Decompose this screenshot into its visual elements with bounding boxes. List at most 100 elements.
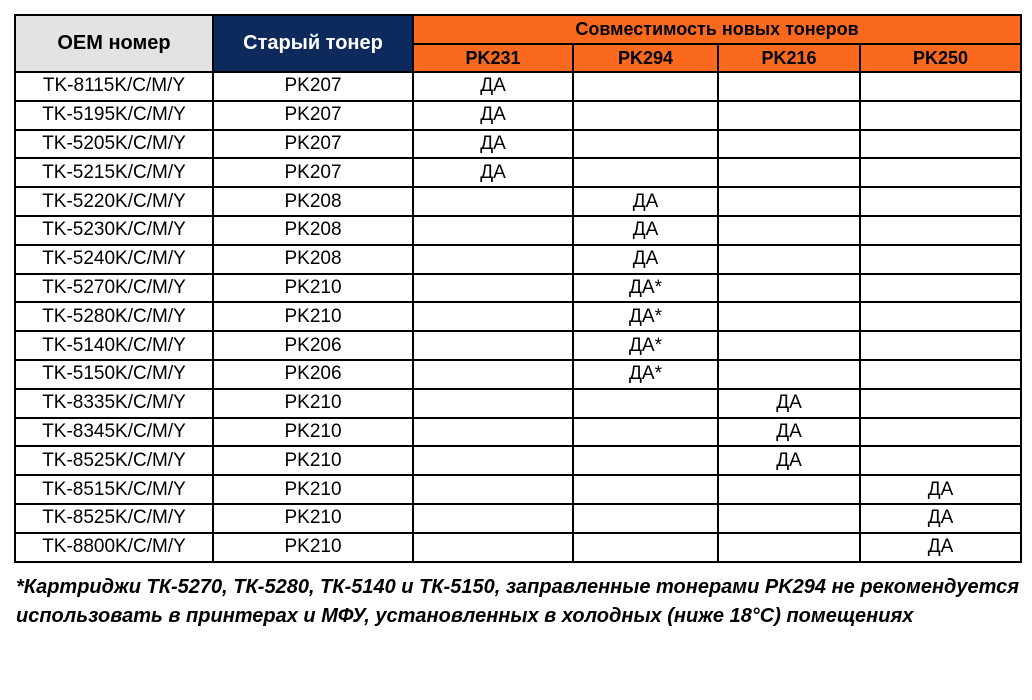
compatibility-table: OEM номер Старый тонер Совместимость нов… — [14, 14, 1023, 563]
oem-cell: TK-5195K/C/M/Y — [14, 99, 214, 131]
compat-cell-pk216 — [717, 214, 861, 246]
table-row: TK-5205K/C/M/Y PK207 ДА — [14, 128, 1023, 160]
table-row: TK-5270K/C/M/Y PK210 ДА* — [14, 272, 1023, 304]
old-toner-cell: PK210 — [212, 531, 414, 563]
table-row: TK-5215K/C/M/Y PK207 ДА — [14, 157, 1023, 189]
compat-cell-pk231: ДА — [412, 99, 574, 131]
compat-cell-pk216 — [717, 531, 861, 563]
table-row: TK-5220K/C/M/Y PK208 ДА — [14, 186, 1023, 217]
compat-cell-pk231 — [412, 301, 574, 333]
col-header-oem: OEM номер — [14, 14, 214, 73]
oem-cell: TK-8115K/C/M/Y — [14, 71, 214, 102]
col-header-pk231: PK231 — [412, 43, 574, 73]
compat-cell-pk250 — [858, 214, 1023, 246]
compat-cell-pk294: ДА* — [572, 272, 719, 304]
compat-cell-pk294 — [572, 416, 719, 448]
compat-cell-pk231 — [412, 502, 574, 534]
compat-cell-pk294 — [572, 71, 719, 102]
compat-cell-pk216 — [717, 157, 861, 189]
old-toner-cell: PK207 — [212, 157, 414, 189]
compat-cell-pk294: ДА* — [572, 330, 719, 361]
compat-cell-pk216 — [717, 358, 861, 390]
oem-cell: TK-5270K/C/M/Y — [14, 272, 214, 304]
compat-cell-pk294 — [572, 387, 719, 419]
old-toner-cell: PK210 — [212, 387, 414, 419]
old-toner-cell: PK210 — [212, 301, 414, 333]
old-toner-cell: PK210 — [212, 445, 414, 477]
compat-cell-pk294: ДА — [572, 214, 719, 246]
compat-cell-pk294 — [572, 502, 719, 534]
old-toner-cell: PK210 — [212, 416, 414, 448]
compat-cell-pk294: ДА* — [572, 301, 719, 333]
compat-cell-pk294: ДА* — [572, 358, 719, 390]
col-header-compatibility-group: Совместимость новых тонеров — [411, 14, 1023, 45]
compat-cell-pk231: ДА — [412, 157, 574, 189]
compat-cell-pk250: ДА — [858, 531, 1023, 563]
compat-cell-pk250 — [858, 330, 1023, 361]
oem-cell: TK-5215K/C/M/Y — [14, 157, 214, 189]
oem-cell: TK-8335K/C/M/Y — [14, 387, 214, 419]
compat-cell-pk231: ДА — [412, 128, 574, 160]
compat-cell-pk294 — [572, 99, 719, 131]
compat-cell-pk250 — [858, 358, 1023, 390]
table-row: TK-8335K/C/M/Y PK210 ДА — [14, 387, 1023, 419]
table-row: TK-8115K/C/M/Y PK207 ДА — [14, 71, 1023, 102]
compat-cell-pk216: ДА — [717, 416, 861, 448]
compat-cell-pk216 — [717, 502, 861, 534]
col-header-pk250: PK250 — [858, 43, 1023, 73]
oem-cell: TK-8515K/C/M/Y — [14, 474, 214, 505]
compat-cell-pk231: ДА — [412, 71, 574, 102]
compat-cell-pk231 — [412, 531, 574, 563]
compat-cell-pk216 — [717, 272, 861, 304]
col-header-pk294: PK294 — [572, 43, 719, 73]
compat-cell-pk250 — [858, 71, 1023, 102]
compat-cell-pk231 — [412, 272, 574, 304]
compat-cell-pk231 — [412, 358, 574, 390]
oem-cell: TK-8800K/C/M/Y — [14, 531, 214, 563]
col-header-old-toner: Старый тонер — [212, 14, 414, 73]
compat-cell-pk294: ДА — [572, 186, 719, 217]
oem-cell: TK-5240K/C/M/Y — [14, 243, 214, 275]
compat-cell-pk250 — [858, 387, 1023, 419]
compat-cell-pk216 — [717, 71, 861, 102]
compat-cell-pk216 — [717, 186, 861, 217]
compat-cell-pk231 — [412, 416, 574, 448]
table-row: TK-5150K/C/M/Y PK206 ДА* — [14, 358, 1023, 390]
compat-cell-pk250 — [858, 128, 1023, 160]
page: OEM номер Старый тонер Совместимость нов… — [14, 14, 1023, 627]
compat-cell-pk250 — [858, 157, 1023, 189]
compat-cell-pk231 — [412, 387, 574, 419]
compat-cell-pk294: ДА — [572, 243, 719, 275]
compat-cell-pk294 — [572, 531, 719, 563]
compat-cell-pk250 — [858, 186, 1023, 217]
oem-cell: TK-5140K/C/M/Y — [14, 330, 214, 361]
oem-cell: TK-5205K/C/M/Y — [14, 128, 214, 160]
compat-cell-pk250: ДА — [858, 502, 1023, 534]
oem-cell: TK-8525K/C/M/Y — [14, 502, 214, 534]
table-body: TK-8115K/C/M/Y PK207 ДА TK-5195K/C/M/Y P… — [14, 71, 1023, 563]
compat-cell-pk216 — [717, 99, 861, 131]
compat-cell-pk216 — [717, 330, 861, 361]
compat-cell-pk216: ДА — [717, 445, 861, 477]
old-toner-cell: PK208 — [212, 186, 414, 217]
compat-cell-pk250 — [858, 301, 1023, 333]
table-row: TK-5240K/C/M/Y PK208 ДА — [14, 243, 1023, 275]
compat-cell-pk250 — [858, 99, 1023, 131]
old-toner-cell: PK206 — [212, 358, 414, 390]
old-toner-cell: PK207 — [212, 71, 414, 102]
compat-cell-pk231 — [412, 186, 574, 217]
table-row: TK-8800K/C/M/Y PK210 ДА — [14, 531, 1023, 563]
compat-cell-pk250 — [858, 243, 1023, 275]
compat-cell-pk294 — [572, 474, 719, 505]
compat-cell-pk231 — [412, 214, 574, 246]
old-toner-cell: PK210 — [212, 502, 414, 534]
table-header: OEM номер Старый тонер Совместимость нов… — [14, 14, 1023, 73]
col-header-pk216: PK216 — [717, 43, 861, 73]
table-row: TK-5280K/C/M/Y PK210 ДА* — [14, 301, 1023, 333]
compat-cell-pk216 — [717, 301, 861, 333]
table-row: TK-5140K/C/M/Y PK206 ДА* — [14, 330, 1023, 361]
old-toner-cell: PK208 — [212, 214, 414, 246]
footnote: *Картриджи ТК-5270, ТК-5280, ТК-5140 и Т… — [16, 575, 1020, 627]
compat-cell-pk231 — [412, 474, 574, 505]
compat-cell-pk216 — [717, 128, 861, 160]
